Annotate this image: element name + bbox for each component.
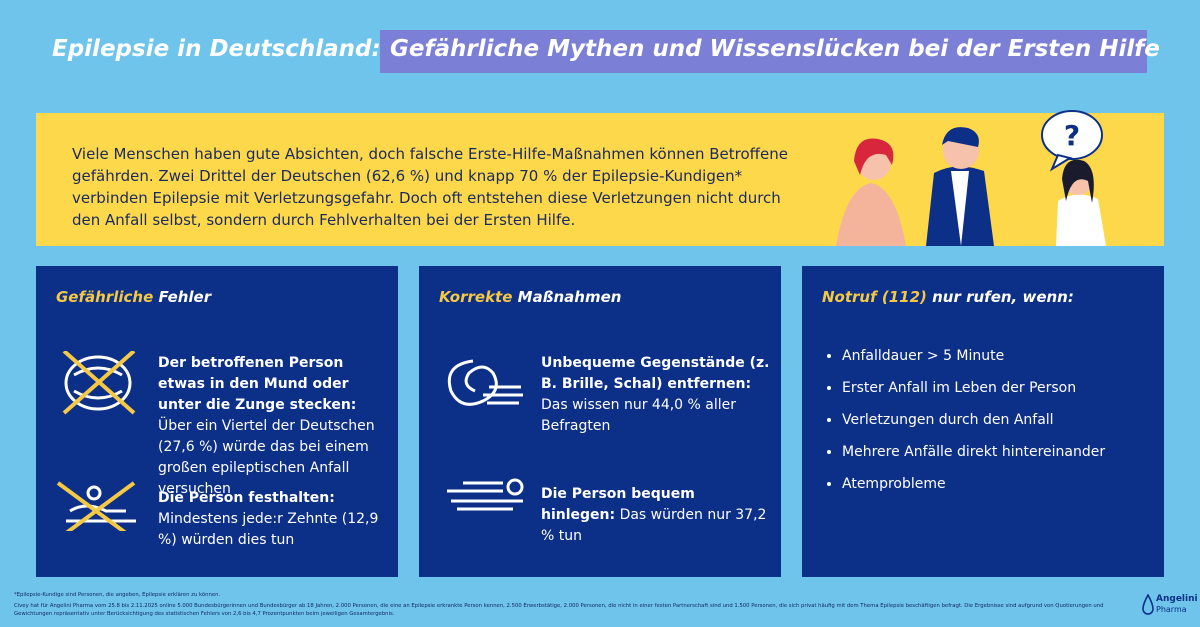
item: Die Person bequem hinlegen: Das würden n…: [541, 484, 771, 547]
intro-text: Viele Menschen haben gute Absichten, doc…: [72, 145, 788, 229]
logo: Angelini Pharma: [1142, 590, 1200, 626]
footnote: *Epilepsie-Kundige sind Personen, die an…: [14, 592, 221, 598]
item: Die Person festhalten: Mindestens jede:r…: [158, 488, 388, 551]
bullet: Verletzungen durch den Anfall: [842, 410, 1105, 431]
bullet: Erster Anfall im Leben der Person: [842, 378, 1105, 399]
mistake-icons: [56, 351, 136, 531]
item-text: Mindestens jede:r Zehnte (12,9 %) würden…: [158, 511, 379, 548]
heading-highlight: Notruf (112): [822, 288, 927, 306]
item: Unbequeme Gegenstände (z. B. Brille, Sch…: [541, 353, 771, 437]
subtitle: Gefährliche Mythen und Wissenslücken bei…: [380, 30, 1160, 73]
heading: Fehler: [158, 288, 212, 306]
heading-highlight: Korrekte: [439, 288, 513, 306]
item-text: Das würden nur 37,2 % tun: [541, 507, 767, 544]
heading-highlight: Gefährliche: [56, 288, 154, 306]
panel-emergency: Notruf (112) nur rufen, wenn: Anfalldaue…: [802, 266, 1164, 577]
bullet: Atemprobleme: [842, 474, 1105, 495]
item-bold: Unbequeme Gegenstände (z. B. Brille, Sch…: [541, 355, 770, 392]
panel-heading: Notruf (112) nur rufen, wenn:: [822, 288, 1074, 306]
heading: Maßnahmen: [517, 288, 622, 306]
people-illustration: ?: [836, 110, 1106, 246]
item-bold: Die Person festhalten:: [158, 490, 335, 506]
bullet-list: Anfalldauer > 5 Minute Erster Anfall im L…: [828, 346, 1105, 506]
logo-name: Angelini: [1156, 594, 1198, 604]
item-text: Das wissen nur 44,0 % aller Befragten: [541, 397, 737, 434]
footnote: Civey hat für Angelini Pharma vom 25.8 b…: [14, 603, 1104, 617]
item-bold: Der betroffenen Person etwas in den Mund…: [158, 355, 357, 413]
heading: nur rufen, wenn:: [932, 288, 1074, 306]
svg-text:?: ?: [1064, 119, 1080, 152]
logo-mark: [1142, 594, 1154, 615]
item: Der betroffenen Person etwas in den Mund…: [158, 353, 388, 500]
panel-mistakes: Gefährliche Fehler Der betroffenen Perso…: [36, 266, 398, 577]
title: Epilepsie in Deutschland:: [52, 36, 381, 62]
panel-measures: Korrekte Maßnahmen Unbequeme Gegenstände…: [419, 266, 781, 577]
bullet: Anfalldauer > 5 Minute: [842, 346, 1105, 367]
item-bold: Die Person bequem hinlegen:: [541, 486, 695, 523]
logo-sub: Pharma: [1156, 605, 1187, 614]
panel-heading: Gefährliche Fehler: [56, 288, 211, 306]
panel-heading: Korrekte Maßnahmen: [439, 288, 621, 306]
item-text: Über ein Viertel der Deutschen (27,6 %) …: [158, 418, 375, 497]
intro-box: Viele Menschen haben gute Absichten, doc…: [36, 110, 1164, 246]
measure-icons: [447, 359, 524, 511]
bullet: Mehrere Anfälle direkt hintereinander: [842, 442, 1105, 463]
